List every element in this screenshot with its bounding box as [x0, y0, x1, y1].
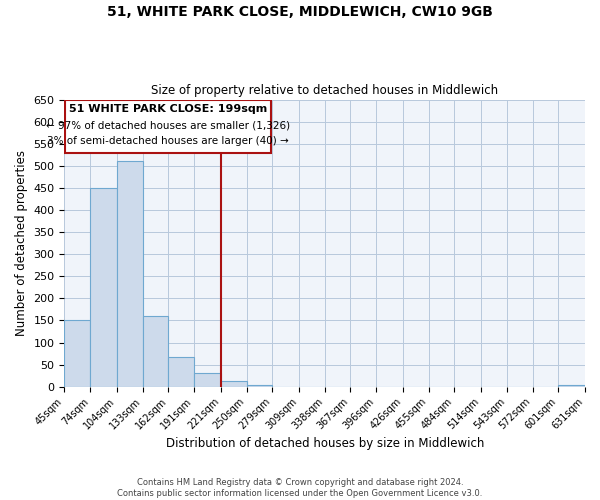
- Bar: [247, 384, 272, 386]
- Bar: [194, 374, 221, 386]
- Bar: [143, 316, 169, 386]
- Title: Size of property relative to detached houses in Middlewich: Size of property relative to detached ho…: [151, 84, 498, 97]
- Bar: [90, 188, 117, 386]
- X-axis label: Distribution of detached houses by size in Middlewich: Distribution of detached houses by size …: [166, 437, 484, 450]
- Text: 51 WHITE PARK CLOSE: 199sqm: 51 WHITE PARK CLOSE: 199sqm: [69, 104, 268, 115]
- Bar: [559, 384, 585, 386]
- Bar: [221, 382, 247, 386]
- Bar: [169, 357, 194, 386]
- Bar: [64, 320, 90, 386]
- FancyBboxPatch shape: [65, 100, 271, 152]
- Text: ← 97% of detached houses are smaller (1,326): ← 97% of detached houses are smaller (1,…: [46, 121, 290, 131]
- Text: 3% of semi-detached houses are larger (40) →: 3% of semi-detached houses are larger (4…: [47, 136, 289, 145]
- Y-axis label: Number of detached properties: Number of detached properties: [15, 150, 28, 336]
- Bar: [117, 162, 143, 386]
- Text: Contains HM Land Registry data © Crown copyright and database right 2024.
Contai: Contains HM Land Registry data © Crown c…: [118, 478, 482, 498]
- Text: 51, WHITE PARK CLOSE, MIDDLEWICH, CW10 9GB: 51, WHITE PARK CLOSE, MIDDLEWICH, CW10 9…: [107, 5, 493, 19]
